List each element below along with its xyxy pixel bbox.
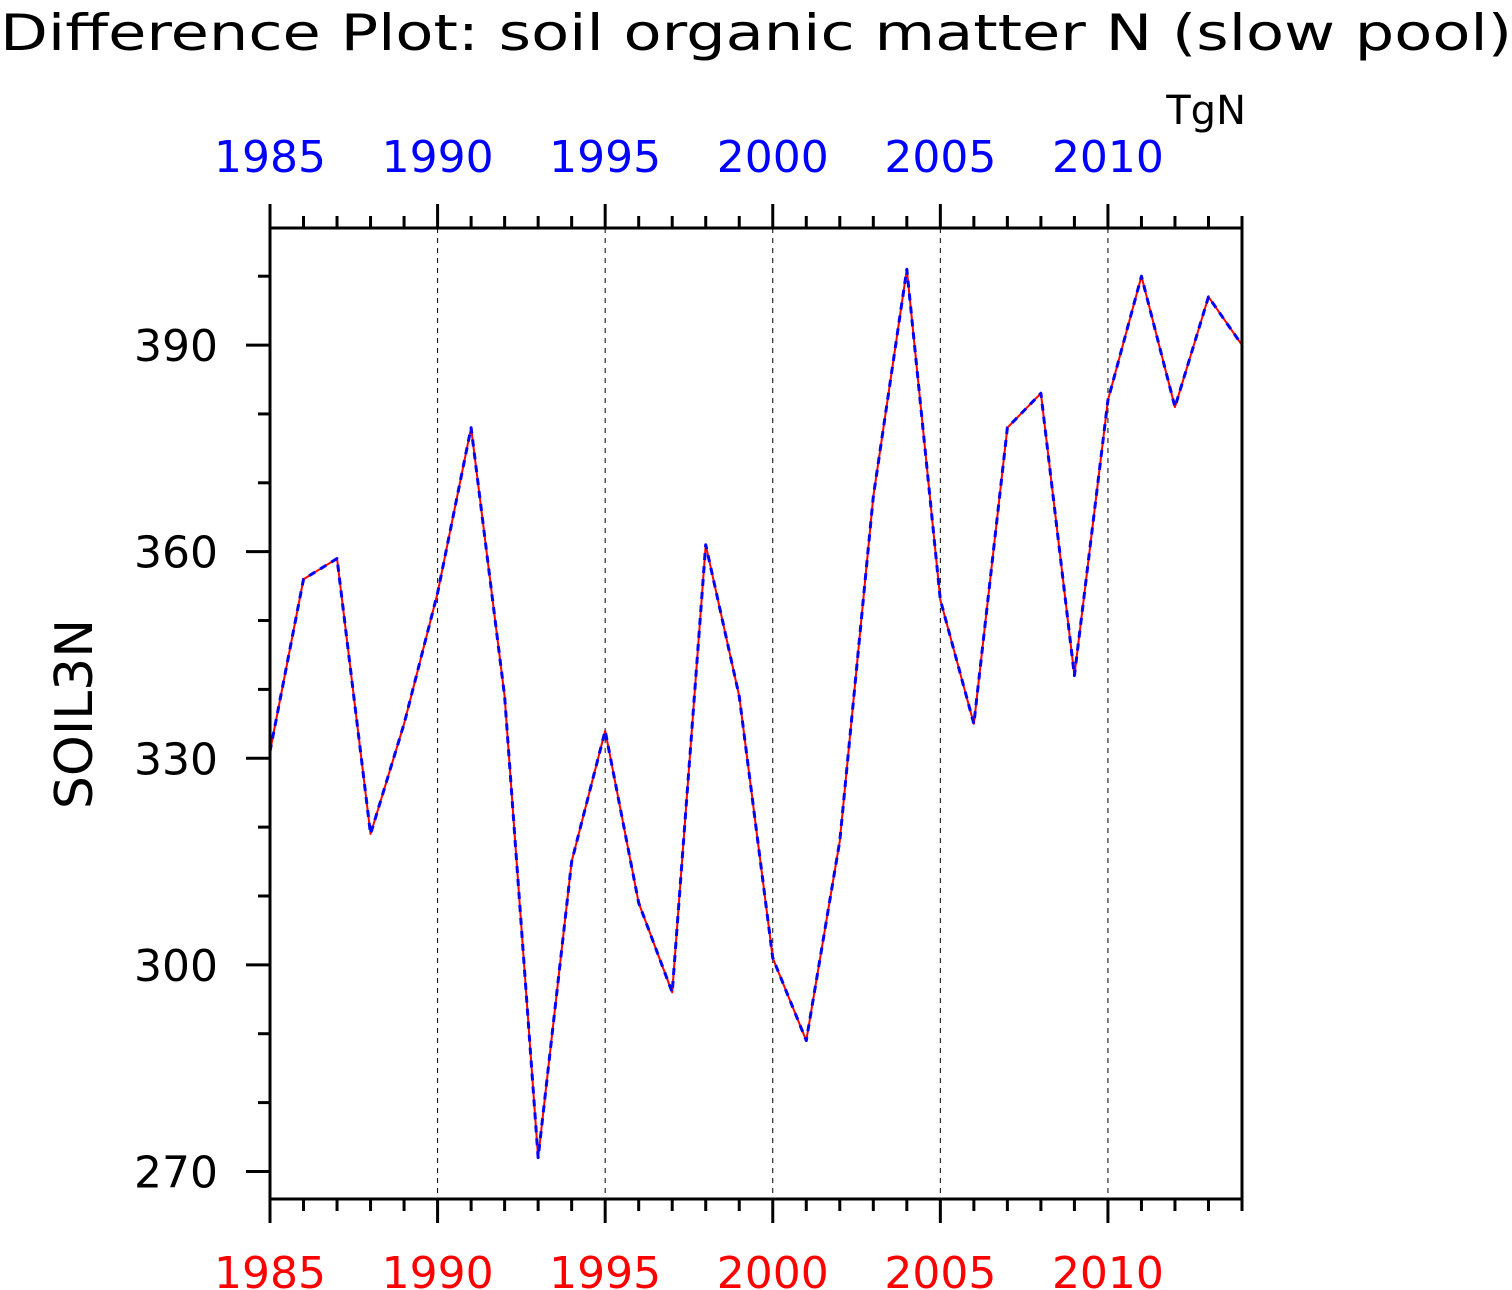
- series-lines: [268, 267, 1244, 1160]
- y-tick-label: 360: [134, 528, 218, 579]
- x-tick-label: 2010: [1052, 1248, 1164, 1290]
- y-tick-label: 330: [134, 734, 218, 785]
- x-tick-label: 1995: [549, 1248, 661, 1290]
- x-top-tick-label: 2005: [884, 132, 996, 183]
- x-top-tick-label: 2010: [1052, 132, 1164, 183]
- x-top-tick-label: 2000: [717, 132, 829, 183]
- x-top-tick-label: 1990: [382, 132, 494, 183]
- x-tick-label: 1990: [382, 1248, 494, 1290]
- x-top-tick-label: 1985: [214, 132, 326, 183]
- y-tick-label: 390: [134, 321, 218, 372]
- y-tick-label: 270: [134, 1147, 218, 1198]
- axes: 1985 1985 1990 1990 1995 1995 2000 2000 2005 2005…: [134, 132, 1244, 1290]
- x-tick-label: 1985: [214, 1248, 326, 1290]
- y-axis-label: SOIL3N: [45, 619, 105, 809]
- grid-lines: [437, 228, 1109, 1199]
- units-label: TgN: [1165, 88, 1246, 134]
- x-top-tick-label: 1995: [549, 132, 661, 183]
- chart-title: Difference Plot: soil organic matter N (…: [0, 4, 1512, 62]
- series-line-1: [269, 268, 1243, 1159]
- series-line-2: [268, 267, 1244, 1160]
- y-tick-label: 300: [134, 941, 218, 992]
- x-tick-label: 2000: [717, 1248, 829, 1290]
- plot-frame: [268, 226, 1244, 1201]
- x-tick-label: 2005: [884, 1248, 996, 1290]
